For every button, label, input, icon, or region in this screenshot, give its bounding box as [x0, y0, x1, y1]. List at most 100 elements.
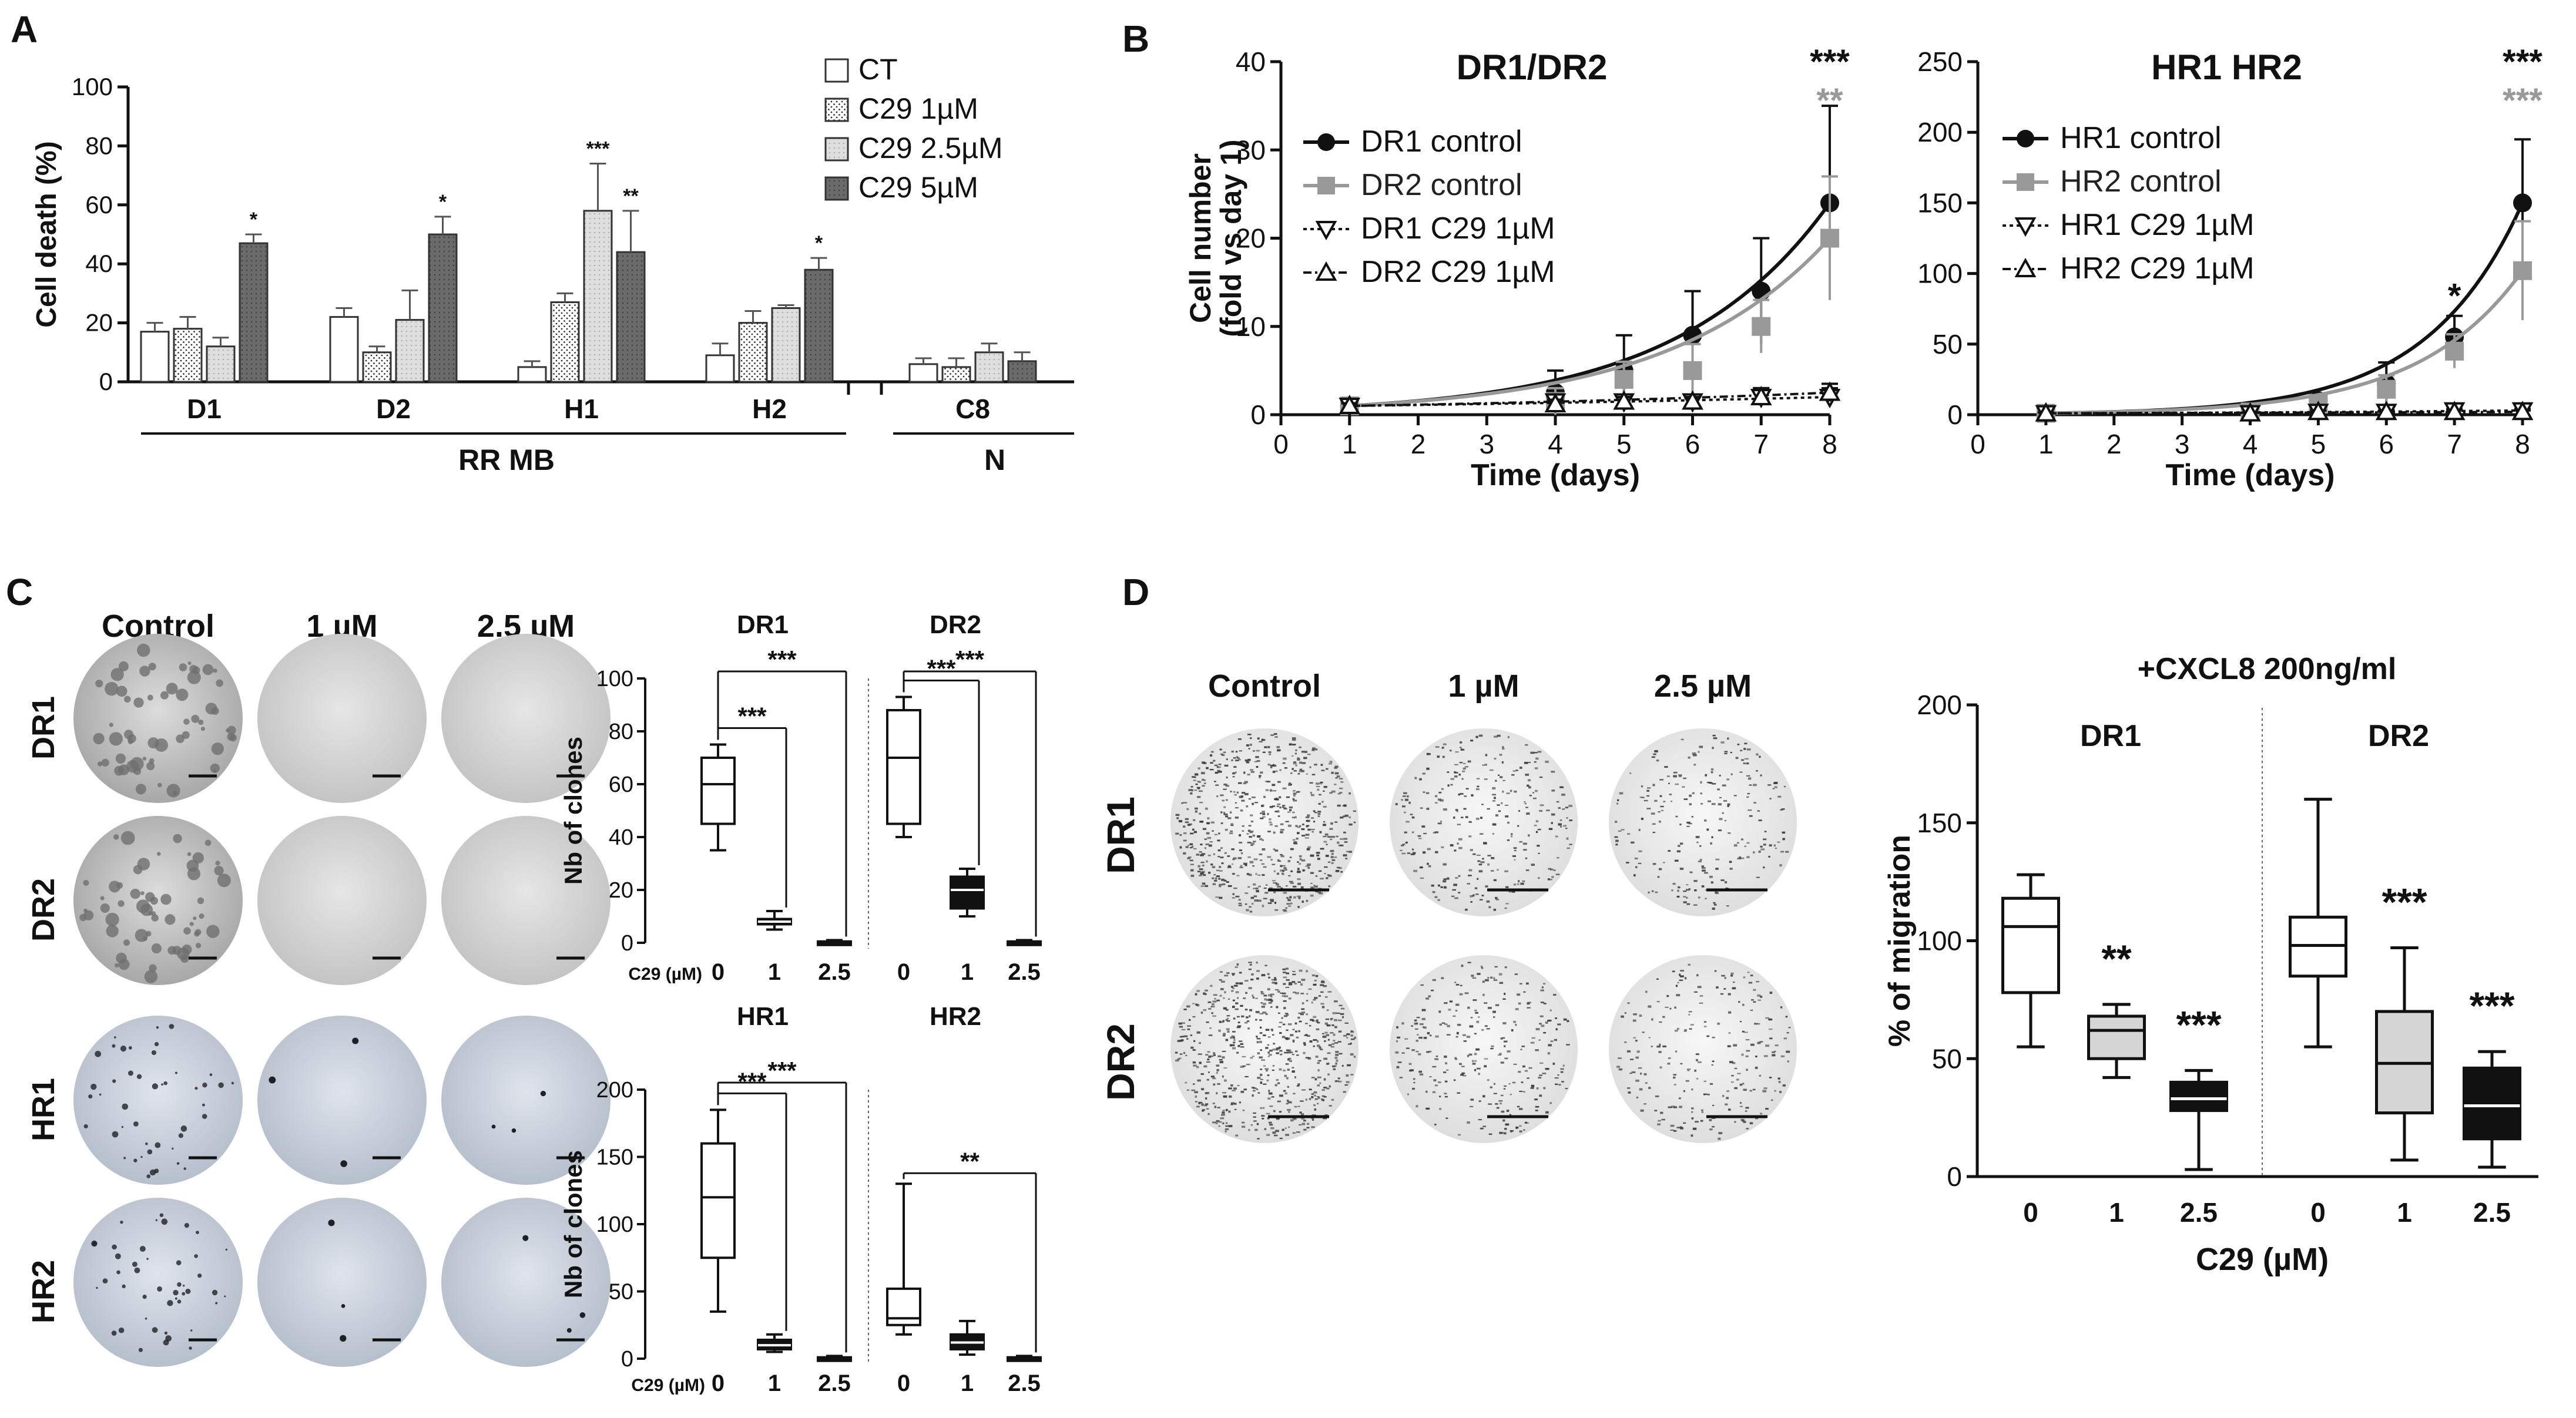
d-cell: [1252, 994, 1254, 997]
d-cell: [1212, 1052, 1216, 1054]
d-cell: [1658, 811, 1661, 813]
d-cell: [1741, 759, 1745, 761]
d-cell: [1244, 781, 1248, 784]
d-cell: [1557, 857, 1559, 859]
d-cell: [1699, 745, 1703, 748]
d-cell: [1230, 1036, 1232, 1039]
d-cell: [1404, 811, 1406, 814]
d-cell: [1410, 1069, 1414, 1071]
d-cell: [1551, 813, 1555, 816]
d-cell: [1235, 966, 1238, 968]
c-y-tick-label: 80: [609, 720, 633, 744]
b-legend-label: HR1 control: [2060, 121, 2222, 155]
d-cell: [1191, 1089, 1196, 1091]
d-cell: [1755, 1056, 1757, 1058]
d-cell: [1506, 1110, 1510, 1113]
d-cell: [1556, 801, 1559, 803]
d-cell: [1477, 973, 1481, 975]
d-cell: [1302, 869, 1305, 872]
d-cell: [1529, 794, 1532, 797]
d-cell: [1404, 831, 1407, 834]
d-cell: [1440, 799, 1444, 802]
c-colony: [194, 1254, 198, 1258]
d-cell: [1311, 1096, 1314, 1098]
d-cell: [1222, 1050, 1226, 1052]
d-cell: [1448, 1009, 1451, 1011]
d-cell: [1507, 839, 1510, 841]
d-cell: [1237, 782, 1242, 784]
d-cell: [1484, 1058, 1488, 1060]
c-colony: [190, 1329, 193, 1332]
a-legend-swatch: [824, 98, 849, 122]
d-cell: [1276, 1118, 1280, 1120]
d-cell: [1284, 1015, 1288, 1017]
d-cell: [1756, 980, 1760, 983]
c-colony: [167, 946, 177, 955]
d-cell: [1217, 766, 1221, 768]
d-cell: [1460, 792, 1464, 795]
d-cell: [1738, 1001, 1740, 1003]
d-cell: [1225, 1109, 1228, 1111]
d-cell: [1235, 807, 1239, 809]
d-cell: [1740, 838, 1744, 841]
d-cell: [1642, 1031, 1645, 1033]
c-colony: [109, 723, 113, 727]
d-cell: [1734, 1087, 1738, 1090]
c-colony: [135, 929, 148, 942]
d-cell: [1274, 902, 1277, 904]
d-cell: [1235, 1002, 1239, 1004]
d-cell: [1205, 989, 1208, 992]
c-colony: [115, 1253, 121, 1259]
d-cell: [1207, 836, 1212, 839]
d-cell: [1735, 757, 1739, 760]
d-cell: [1648, 1005, 1652, 1008]
d-cell: [1477, 878, 1479, 880]
d-cell: [1746, 1068, 1748, 1071]
d-cell: [1337, 1080, 1342, 1083]
d-cell: [1652, 823, 1656, 825]
d-cell: [1659, 1021, 1662, 1023]
a-bar: [908, 363, 938, 383]
d-cell: [1280, 854, 1283, 856]
d-cell: [1524, 1121, 1528, 1124]
d-cell: [1302, 824, 1304, 826]
d-cell: [1286, 1029, 1289, 1031]
d-cell: [1508, 1083, 1511, 1085]
d-cell: [1703, 1021, 1707, 1023]
d-cell: [1217, 1055, 1222, 1057]
d-cell: [1526, 812, 1530, 815]
d-cell: [1292, 1070, 1295, 1073]
d-cell: [1719, 818, 1723, 821]
d-cell: [1666, 775, 1670, 777]
d-cell: [1528, 1067, 1532, 1069]
a-bar: [705, 354, 735, 383]
d-cell: [1742, 1030, 1745, 1033]
d-cell: [1517, 993, 1521, 996]
d-cell: [1198, 865, 1200, 868]
d-cell: [1301, 1008, 1305, 1010]
b-legend-label: DR2 control: [1361, 168, 1522, 202]
d-cell: [1334, 1042, 1339, 1044]
d-cell: [1272, 784, 1276, 787]
d-cell: [1746, 762, 1749, 765]
d-cell: [1772, 788, 1775, 789]
c-well-image: [73, 1198, 243, 1367]
d-cell: [1272, 880, 1276, 882]
d-cell: [1416, 1040, 1418, 1042]
d-cell: [1313, 810, 1316, 812]
d-cell: [1675, 783, 1679, 785]
d-cell: [1210, 751, 1214, 753]
d-cell: [1673, 1074, 1677, 1076]
d-cell: [1239, 866, 1243, 868]
d-cell: [1737, 1073, 1741, 1074]
d-cell: [1530, 751, 1535, 754]
d-cell: [1708, 800, 1712, 802]
c-colony: [130, 888, 140, 899]
d-group-title: DR1: [2080, 719, 2141, 753]
d-cell: [1745, 1039, 1750, 1041]
d-cell: [1317, 813, 1321, 815]
d-cell: [1480, 861, 1485, 863]
d-cell: [1427, 752, 1431, 755]
d-cell: [1331, 853, 1334, 855]
d-cell: [1203, 782, 1206, 784]
